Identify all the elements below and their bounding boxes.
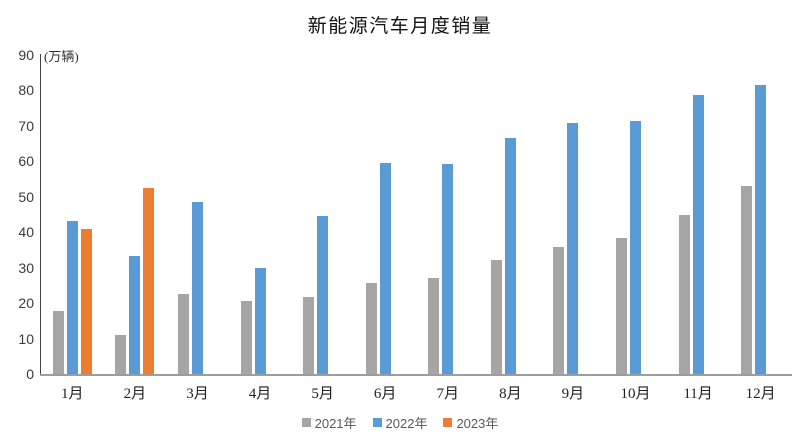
bar-2023年-2月 bbox=[143, 187, 155, 374]
month-group bbox=[291, 55, 354, 374]
bar-2021年-6月 bbox=[365, 283, 377, 374]
y-axis-unit-label: (万辆) bbox=[44, 49, 79, 64]
y-tick-label: 50 bbox=[18, 188, 34, 205]
bar-2022年-9月 bbox=[567, 123, 579, 374]
y-tick-label: 80 bbox=[18, 82, 34, 99]
x-tick-label: 3月 bbox=[186, 386, 209, 402]
x-tick-label: 10月 bbox=[620, 386, 651, 402]
legend-label: 2022年 bbox=[385, 416, 428, 431]
legend-item-2021年: 2021年 bbox=[301, 413, 357, 432]
x-tick-label: 11月 bbox=[683, 386, 713, 402]
legend-swatch-icon bbox=[301, 418, 311, 427]
bar-2022年-12月 bbox=[755, 85, 767, 374]
bar-2022年-6月 bbox=[379, 162, 391, 374]
legend-item-2022年: 2022年 bbox=[372, 413, 428, 432]
x-tick-label: 2月 bbox=[123, 386, 147, 402]
chart-title: 新能源汽车月度销量 bbox=[307, 16, 493, 37]
bar-2022年-1月 bbox=[66, 221, 78, 374]
x-tick-label: 7月 bbox=[436, 386, 460, 402]
bar-2022年-3月 bbox=[191, 202, 203, 374]
x-tick-label: 4月 bbox=[248, 386, 272, 402]
bar-2022年-5月 bbox=[317, 215, 329, 374]
bar-2021年-9月 bbox=[553, 247, 565, 374]
y-tick-label: 10 bbox=[18, 330, 34, 347]
legend-label: 2021年 bbox=[314, 416, 357, 431]
y-tick-label: 20 bbox=[18, 295, 34, 312]
y-axis-line bbox=[40, 54, 41, 376]
x-tick-label: 6月 bbox=[373, 386, 397, 402]
bar-2021年-4月 bbox=[240, 301, 252, 374]
x-tick-label: 5月 bbox=[311, 386, 334, 402]
month-group bbox=[104, 55, 167, 374]
x-axis-tick-labels: 1月 2月 3月 4月 5月 6月 7月 8月 9月 10月 11月 12月 bbox=[41, 382, 792, 403]
bar-2021年-8月 bbox=[490, 260, 502, 374]
bar-2021年-2月 bbox=[115, 335, 127, 374]
month-group bbox=[729, 55, 792, 374]
legend-swatch-icon bbox=[443, 418, 453, 427]
bar-2021年-11月 bbox=[678, 214, 690, 374]
month-group bbox=[542, 55, 605, 374]
x-tick-label: 8月 bbox=[499, 386, 522, 402]
month-group bbox=[166, 55, 229, 374]
legend-swatch-icon bbox=[372, 418, 382, 427]
x-tick-label: 9月 bbox=[561, 386, 585, 402]
month-group bbox=[416, 55, 479, 374]
bar-2021年-7月 bbox=[428, 277, 440, 374]
month-group bbox=[667, 55, 730, 374]
bar-2022年-10月 bbox=[629, 120, 641, 374]
month-group bbox=[479, 55, 542, 374]
y-tick-label: 40 bbox=[18, 224, 34, 241]
bar-2021年-5月 bbox=[303, 297, 315, 374]
bar-2022年-7月 bbox=[442, 163, 454, 374]
bar-2022年-11月 bbox=[692, 95, 704, 374]
x-tick-label: 1月 bbox=[61, 386, 84, 402]
bar-2021年-3月 bbox=[177, 293, 189, 374]
y-tick-label: 30 bbox=[18, 259, 34, 276]
bar-2021年-1月 bbox=[52, 310, 64, 374]
bar-2021年-10月 bbox=[615, 238, 627, 374]
plot-area bbox=[41, 55, 792, 374]
x-tick-label: 12月 bbox=[745, 386, 776, 402]
bar-2021年-12月 bbox=[741, 185, 753, 374]
legend-label: 2023年 bbox=[456, 416, 499, 431]
x-axis-line bbox=[40, 374, 792, 376]
month-group bbox=[41, 55, 104, 374]
month-group bbox=[604, 55, 667, 374]
bar-2022年-2月 bbox=[129, 255, 141, 374]
month-group bbox=[229, 55, 292, 374]
y-tick-label: 90 bbox=[18, 47, 34, 63]
y-tick-label: 60 bbox=[18, 153, 34, 170]
bar-2022年-8月 bbox=[504, 137, 516, 374]
bar-2022年-4月 bbox=[254, 268, 266, 374]
bar-2023年-1月 bbox=[80, 229, 92, 374]
month-group bbox=[354, 55, 417, 374]
legend: 2021年 2022年 2023年 bbox=[0, 413, 800, 432]
y-tick-label: 70 bbox=[18, 117, 34, 134]
legend-item-2023年: 2023年 bbox=[443, 413, 498, 432]
y-tick-label: 0 bbox=[26, 366, 34, 382]
